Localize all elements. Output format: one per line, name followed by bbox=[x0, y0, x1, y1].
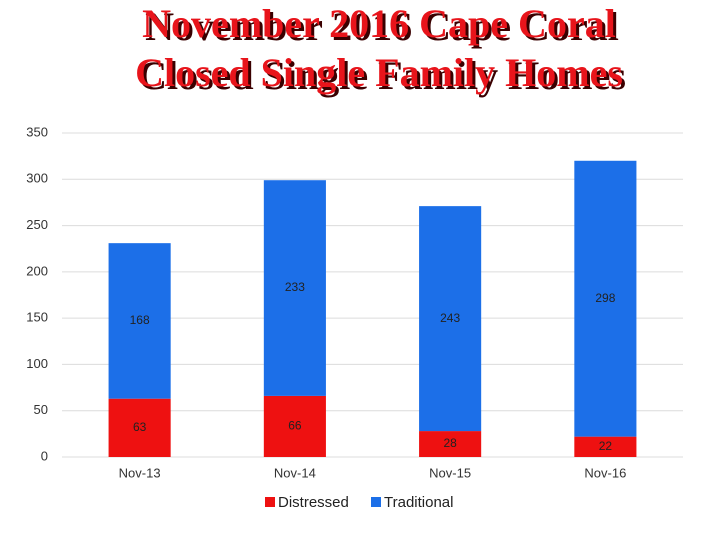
bar-segment bbox=[108, 398, 171, 457]
y-tick-label: 200 bbox=[26, 263, 48, 278]
y-tick-label: 250 bbox=[26, 217, 48, 232]
x-tick-label: Nov-16 bbox=[584, 465, 626, 480]
legend-swatch bbox=[371, 497, 381, 507]
legend-swatch bbox=[265, 497, 275, 507]
bar-segment bbox=[108, 243, 171, 399]
chart-title-shadow: Closed Single Family Homes bbox=[138, 53, 626, 98]
y-tick-label: 0 bbox=[41, 448, 48, 463]
y-tick-label: 100 bbox=[26, 356, 48, 371]
x-tick-label: Nov-13 bbox=[119, 465, 161, 480]
bar-segment bbox=[574, 436, 637, 457]
y-tick-label: 150 bbox=[26, 310, 48, 325]
bar-segment bbox=[419, 431, 482, 457]
data-label: 243 bbox=[440, 311, 460, 325]
legend-label: Traditional bbox=[384, 494, 453, 511]
data-label: 66 bbox=[288, 419, 302, 433]
x-tick-label: Nov-15 bbox=[429, 465, 471, 480]
data-label: 28 bbox=[443, 436, 457, 450]
bar-segment bbox=[263, 395, 326, 457]
bar-segment bbox=[419, 206, 482, 432]
data-label: 168 bbox=[130, 313, 150, 327]
chart-title-shadow: November 2016 Cape Coral bbox=[145, 4, 619, 49]
data-label: 22 bbox=[599, 439, 613, 453]
y-tick-label: 350 bbox=[26, 124, 48, 139]
chart-title: November 2016 Cape Coral bbox=[142, 1, 616, 46]
data-label: 298 bbox=[595, 291, 615, 305]
bar-segment bbox=[263, 180, 326, 396]
legend-label: Distressed bbox=[278, 494, 349, 511]
y-tick-label: 50 bbox=[34, 402, 48, 417]
y-tick-label: 300 bbox=[26, 171, 48, 186]
chart-title: Closed Single Family Homes bbox=[135, 50, 623, 95]
bar-segment bbox=[574, 160, 637, 437]
data-label: 63 bbox=[133, 420, 147, 434]
x-tick-label: Nov-14 bbox=[274, 465, 316, 480]
data-label: 233 bbox=[285, 280, 305, 294]
